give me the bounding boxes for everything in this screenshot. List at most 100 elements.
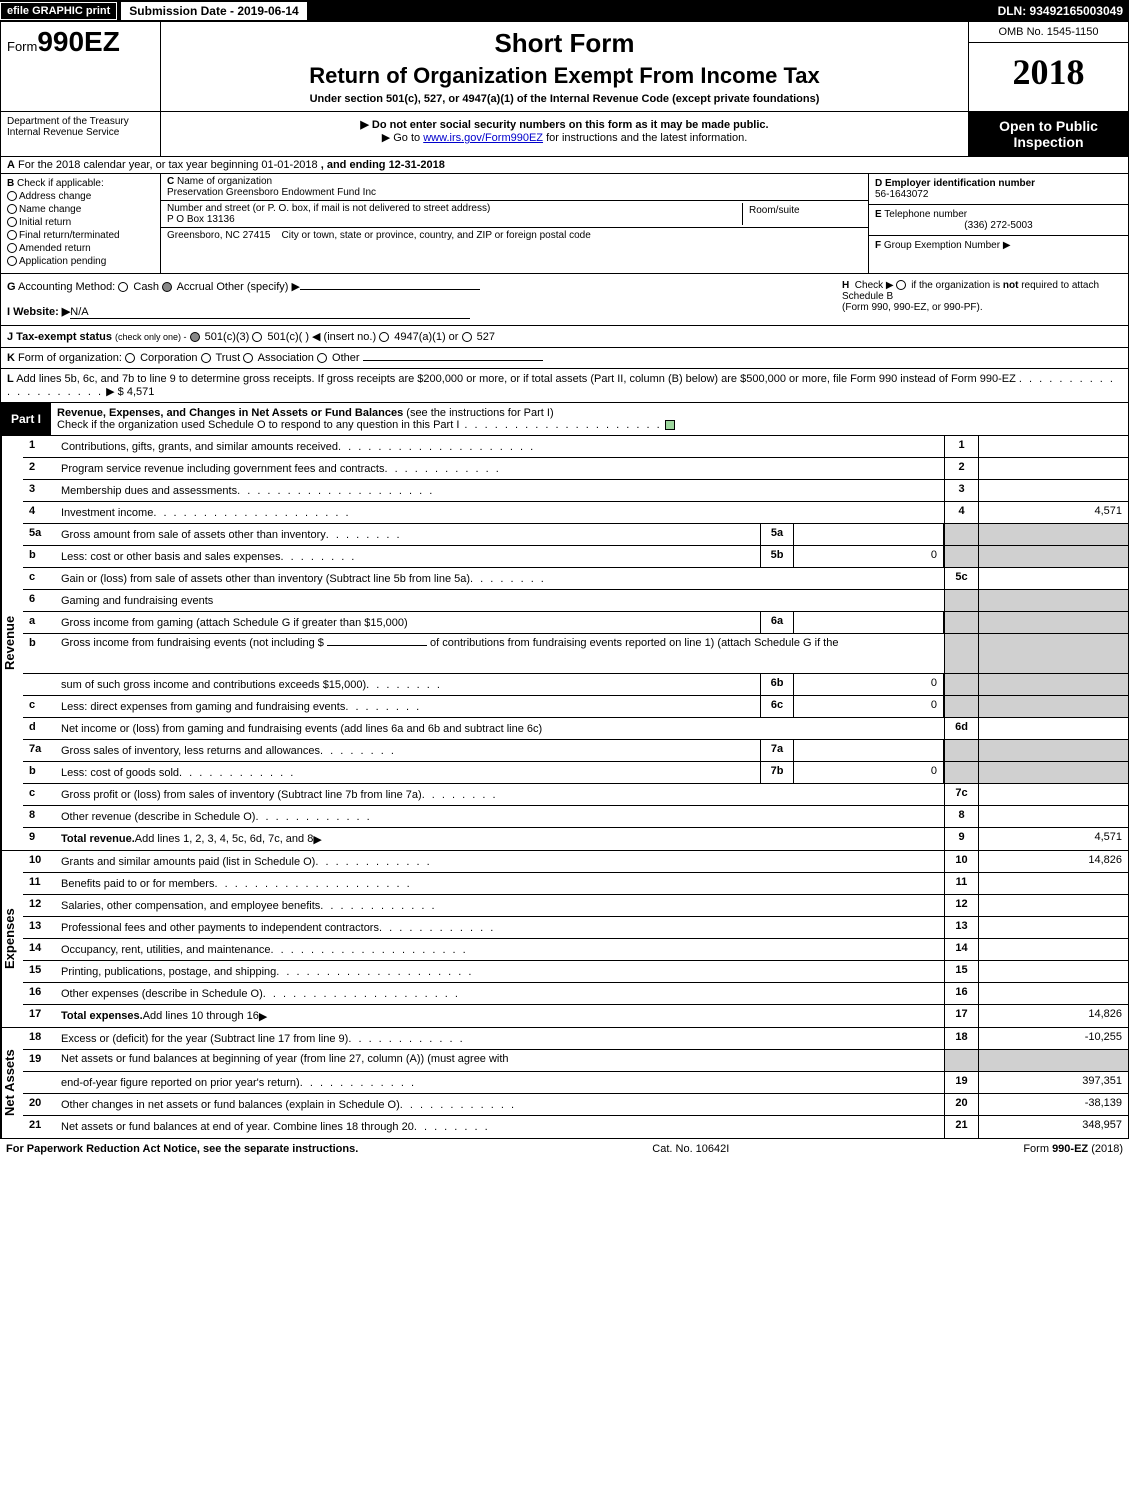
header-row-2: Department of the Treasury Internal Reve… [0, 112, 1129, 157]
footer-left: For Paperwork Reduction Act Notice, see … [6, 1143, 358, 1155]
table-row: cGain or (loss) from sale of assets othe… [23, 568, 1128, 590]
radio-icon [7, 204, 17, 214]
radio-icon[interactable] [125, 353, 135, 363]
k-other: Other [332, 352, 360, 364]
line-i: I Website: ▶N/A [7, 305, 842, 319]
line-a-text: For the 2018 calendar year, or tax year … [18, 159, 318, 171]
accrual-label: Accrual [177, 281, 214, 293]
table-row: 12Salaries, other compensation, and empl… [23, 895, 1128, 917]
k-trust: Trust [215, 352, 240, 364]
ein-value: 56-1643072 [875, 189, 928, 200]
table-row: 16Other expenses (describe in Schedule O… [23, 983, 1128, 1005]
radio-icon [7, 230, 17, 240]
radio-icon[interactable] [118, 282, 128, 292]
group-exemption-row: F Group Exemption Number ▶ [869, 236, 1128, 255]
radio-icon [7, 256, 17, 266]
k-other-input[interactable] [363, 360, 543, 361]
dots [459, 419, 661, 431]
form-number: Form990EZ [7, 26, 154, 58]
j-527: 527 [477, 331, 495, 343]
g-label: G [7, 281, 16, 293]
part-1-title-rest: (see the instructions for Part I) [403, 407, 553, 419]
tax-year: 2018 [969, 43, 1128, 101]
b-left-checkboxes: B Check if applicable: Address change Na… [1, 174, 161, 273]
c-label: C [167, 176, 174, 187]
radio-icon[interactable] [243, 353, 253, 363]
return-title: Return of Organization Exempt From Incom… [167, 63, 962, 89]
radio-icon[interactable] [379, 332, 389, 342]
table-row: aGross income from gaming (attach Schedu… [23, 612, 1128, 634]
table-row: cGross profit or (loss) from sales of in… [23, 784, 1128, 806]
efile-print-button[interactable]: efile GRAPHIC print [0, 2, 117, 20]
radio-icon[interactable] [201, 353, 211, 363]
dept-line1: Department of the Treasury [7, 116, 154, 127]
radio-icon[interactable] [896, 280, 906, 290]
netassets-table: Net Assets 18Excess or (deficit) for the… [0, 1028, 1129, 1139]
h-not: not [1003, 280, 1019, 291]
checkbox-icon[interactable] [665, 420, 675, 430]
chk-initial-return[interactable]: Initial return [7, 217, 154, 228]
j-501c: 501(c)( ) ◀ (insert no.) [267, 331, 376, 343]
radio-icon[interactable] [252, 332, 262, 342]
website-value: N/A [70, 306, 470, 319]
h-label: H [842, 280, 849, 291]
chk-name-change[interactable]: Name change [7, 204, 154, 215]
table-row: dNet income or (loss) from gaming and fu… [23, 718, 1128, 740]
top-left: efile GRAPHIC print Submission Date - 20… [0, 0, 307, 22]
table-row: 10Grants and similar amounts paid (list … [23, 851, 1128, 873]
other-specify-input[interactable] [300, 289, 480, 290]
irs-link[interactable]: www.irs.gov/Form990EZ [423, 132, 543, 144]
fundraising-amount-input[interactable] [327, 645, 427, 646]
j-501c3: 501(c)(3) [205, 331, 250, 343]
table-row: 2Program service revenue including gover… [23, 458, 1128, 480]
chk-address-change[interactable]: Address change [7, 191, 154, 202]
d-label: D Employer identification number [875, 178, 1035, 189]
l-label: L [7, 373, 14, 385]
header-left: Form990EZ [1, 22, 161, 111]
table-row: sum of such gross income and contributio… [23, 674, 1128, 696]
line-h: H Check ▶ if the organization is not req… [842, 280, 1122, 319]
org-addr: P O Box 13136 [167, 214, 235, 225]
chk-final-return[interactable]: Final return/terminated [7, 230, 154, 241]
e-label: E [875, 209, 882, 220]
phone-row: E Telephone number (336) 272-5003 [869, 205, 1128, 236]
dept-treasury: Department of the Treasury Internal Reve… [1, 112, 161, 156]
open-to-public: Open to Public Inspection [968, 112, 1128, 156]
table-row: 19Net assets or fund balances at beginni… [23, 1050, 1128, 1072]
top-bar: efile GRAPHIC print Submission Date - 20… [0, 0, 1129, 22]
f-text: Group Exemption Number [884, 240, 1000, 251]
l-arrow: ▶ [106, 386, 114, 398]
section-l: L Add lines 5b, 6c, and 7b to line 9 to … [0, 369, 1129, 403]
f-arrow: ▶ [1003, 240, 1011, 251]
radio-icon[interactable] [317, 353, 327, 363]
section-b: B Check if applicable: Address change Na… [0, 174, 1129, 274]
form-prefix: Form [7, 39, 37, 54]
c-name-label: Name of organization [177, 176, 272, 187]
b-right: D Employer identification number 56-1643… [868, 174, 1128, 273]
radio-icon[interactable] [162, 282, 172, 292]
chk-amended-return[interactable]: Amended return [7, 243, 154, 254]
table-row: 21Net assets or fund balances at end of … [23, 1116, 1128, 1138]
h-text2: if the organization is [911, 280, 1003, 291]
org-name-row: C Name of organization Preservation Gree… [161, 174, 868, 201]
l-value: $ 4,571 [118, 386, 155, 398]
table-row: 1Contributions, gifts, grants, and simil… [23, 436, 1128, 458]
chk-app-pending[interactable]: Application pending [7, 256, 154, 267]
part-1-title-bold: Revenue, Expenses, and Changes in Net As… [57, 407, 403, 419]
notice-ssn: ▶ Do not enter social security numbers o… [167, 118, 962, 131]
table-row: 11Benefits paid to or for members11 [23, 873, 1128, 895]
h-text4: (Form 990, 990-EZ, or 990-PF). [842, 302, 983, 313]
i-label: I Website: ▶ [7, 306, 70, 318]
radio-icon [7, 217, 17, 227]
radio-icon[interactable] [462, 332, 472, 342]
k-assoc: Association [258, 352, 314, 364]
cash-label: Cash [133, 281, 159, 293]
j-label: J Tax-exempt status [7, 331, 112, 343]
radio-icon [7, 191, 17, 201]
radio-icon[interactable] [190, 332, 200, 342]
part-1-label: Part I [1, 408, 51, 430]
part-1-header: Part I Revenue, Expenses, and Changes in… [0, 403, 1129, 436]
dln-number: DLN: 93492165003049 [992, 2, 1129, 20]
table-row: cLess: direct expenses from gaming and f… [23, 696, 1128, 718]
notice-goto: ▶ Go to www.irs.gov/Form990EZ for instru… [167, 131, 962, 144]
